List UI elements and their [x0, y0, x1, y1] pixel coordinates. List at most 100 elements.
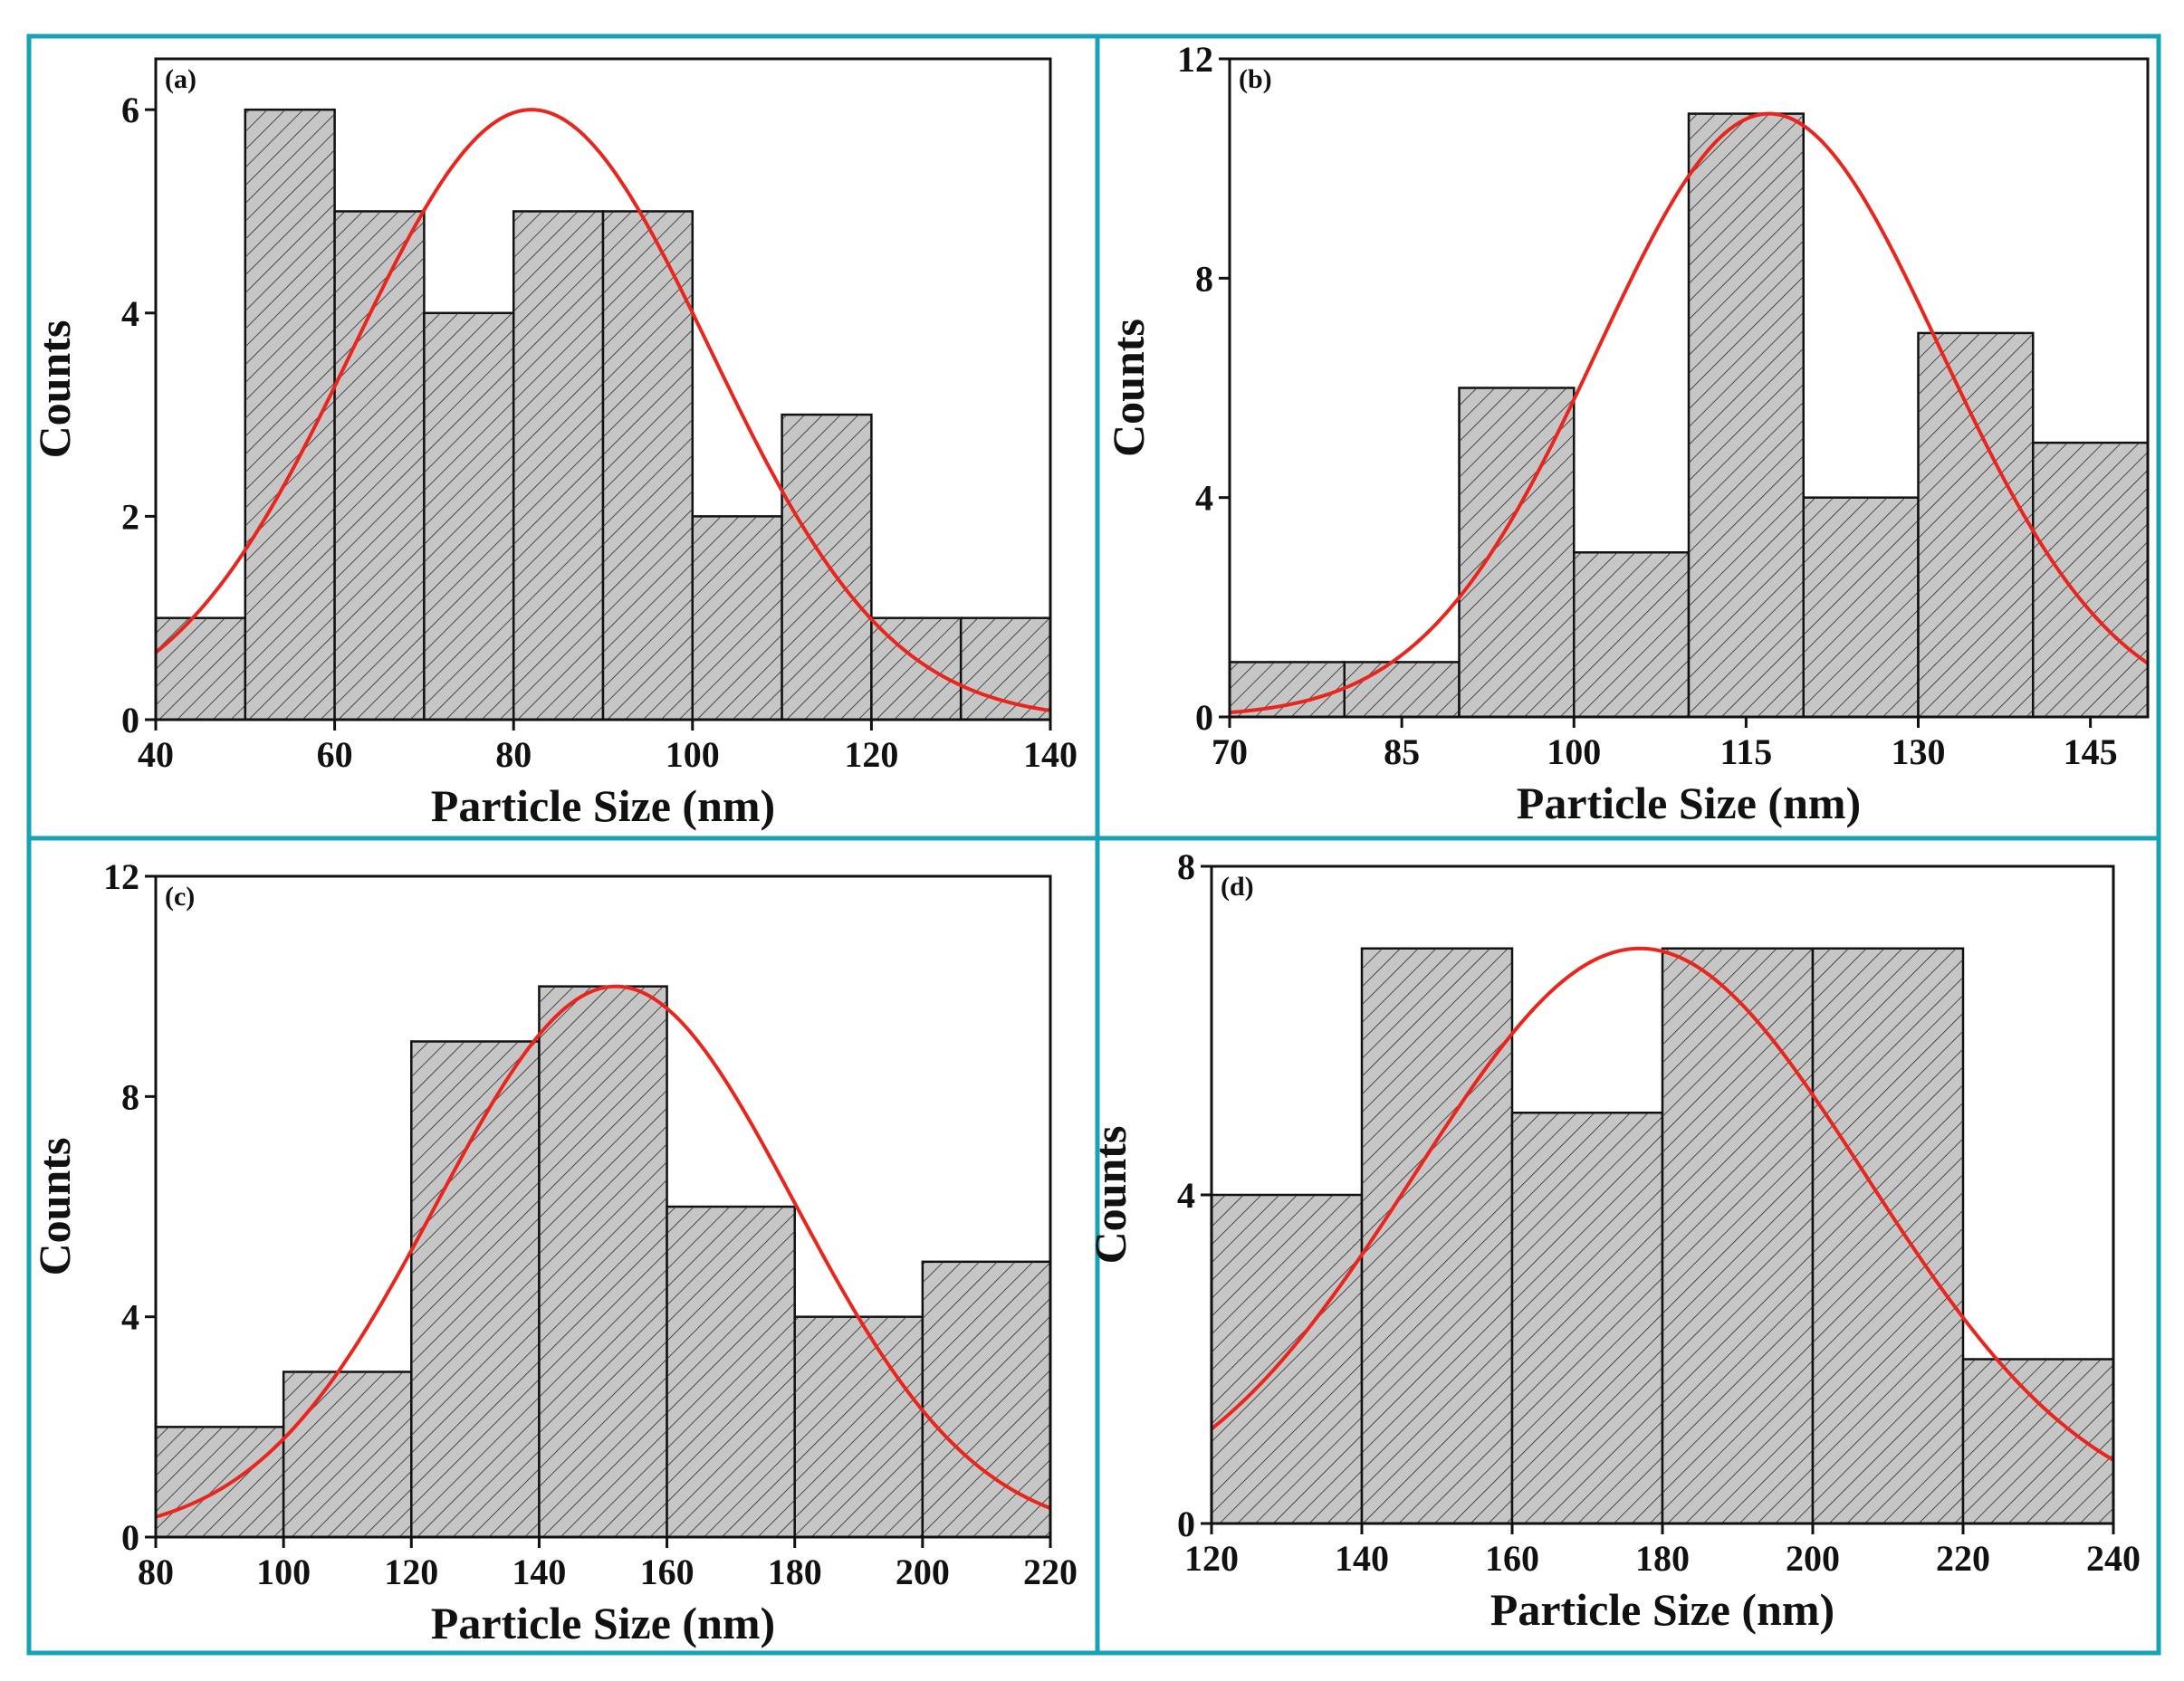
panel-c-x-tick-label-4: 140: [512, 1552, 566, 1592]
panel-c-bar-2-hatch: [283, 1371, 412, 1537]
panel-b-label: (b): [1239, 64, 1272, 94]
panel-a-x-tick-label-3: 80: [495, 734, 532, 775]
panel-c-y-tick-label-1: 0: [121, 1517, 139, 1558]
panel-c-bar-1-hatch: [156, 1427, 284, 1537]
panel-c-y-tick-label-4: 12: [103, 856, 139, 897]
panel-d: 120 140 160 180 200 220 240 0 4 8 (d) Particle Si…: [1085, 836, 2161, 1656]
panel-c-x-tick-label-3: 120: [384, 1552, 438, 1592]
panel-d-bars: [1210, 947, 2115, 1525]
panel-a-plot-area: [154, 57, 1052, 721]
panel-b-bars: [1228, 112, 2150, 719]
panel-d-gaussian-fit: [1210, 946, 2115, 1462]
panel-d-x-tick-label-5: 200: [1786, 1538, 1840, 1579]
panel-d-x-tick-label-6: 220: [1936, 1538, 1990, 1579]
panel-a-bar-10-hatch: [961, 617, 1050, 720]
panel-d-bar-6-hatch: [1963, 1359, 2113, 1523]
panel-c-bar-5-hatch: [666, 1207, 795, 1537]
panel-d-ticks: 120 140 160 180 200 220 240 0 4 8: [1177, 846, 2141, 1579]
panel-c-ticks: 80 100 120 140 160 180 200 220 0 4 8 12: [103, 856, 1078, 1592]
panel-a: 40 60 80 100 120 140 0 2 4 6 (a) Particle Size (n…: [26, 33, 1100, 841]
panel-a-bar-6-hatch: [603, 211, 693, 720]
panel-b-gaussian-fit: [1229, 111, 2150, 715]
panel-c-x-tick-label-1: 80: [138, 1552, 174, 1592]
panel-d-x-axis-label: Particle Size (nm): [1490, 1584, 1834, 1635]
panel-b-bar-5-hatch: [1689, 113, 1804, 718]
panel-b-x-tick-label-2: 85: [1384, 731, 1420, 772]
panel-a-x-tick-label-4: 100: [666, 734, 720, 775]
panel-a-y-tick-label-4: 6: [121, 90, 139, 130]
panel-c-x-tick-label-5: 160: [640, 1552, 694, 1592]
panel-b-bar-8-hatch: [2033, 443, 2148, 717]
panel-c-label: (c): [165, 882, 195, 912]
panel-c-bar-3-hatch: [411, 1041, 540, 1537]
panel-d-label: (d): [1221, 872, 1254, 902]
panel-c-y-tick-label-2: 4: [121, 1297, 139, 1338]
panel-b-x-tick-label-5: 130: [1892, 731, 1946, 772]
panel-c-bar-4-hatch: [539, 986, 667, 1537]
panel-d-bar-2-hatch: [1362, 948, 1512, 1523]
panel-c-bar-6-hatch: [794, 1316, 923, 1537]
panel-a-y-tick-label-2: 2: [121, 496, 139, 537]
panel-c-y-tick-label-3: 8: [121, 1076, 139, 1117]
panel-a-bar-7-hatch: [692, 516, 782, 720]
panel-b-bar-2-hatch: [1344, 662, 1460, 717]
panel-b-x-axis-label: Particle Size (nm): [1517, 778, 1861, 828]
panel-c-x-tick-label-7: 200: [896, 1552, 950, 1592]
panel-d-y-axis-label: Counts: [1085, 1126, 1135, 1265]
panel-b-y-axis-label: Counts: [1103, 319, 1154, 457]
panel-d-x-tick-label-7: 240: [2086, 1538, 2141, 1579]
panel-d-bar-1-hatch: [1212, 1195, 1362, 1523]
panel-a-label: (a): [165, 64, 196, 94]
panel-b-ticks: 70 85 100 115 130 145 0 4 8 12: [1177, 39, 2118, 772]
panel-a-x-tick-label-5: 120: [844, 734, 898, 775]
panel-a-x-tick-label-2: 60: [317, 734, 353, 775]
panel-d-x-tick-label-2: 140: [1335, 1538, 1389, 1579]
panel-b: 70 85 100 115 130 145 0 4 8 12 (b) Particle Size …: [1095, 33, 2161, 841]
panel-a-y-tick-label-3: 4: [121, 293, 139, 334]
panel-b-x-tick-label-6: 145: [2064, 731, 2118, 772]
panel-a-y-tick-label-1: 0: [121, 700, 139, 740]
panel-a-ticks: 40 60 80 100 120 140 0 2 4 6: [121, 90, 1078, 775]
panel-a-bar-5-hatch: [513, 211, 603, 720]
panel-d-x-tick-label-4: 180: [1635, 1538, 1690, 1579]
panel-b-bar-4-hatch: [1574, 552, 1689, 717]
panel-a-bar-3-hatch: [334, 211, 425, 720]
panel-c-x-axis-label: Particle Size (nm): [431, 1598, 775, 1648]
panel-d-x-tick-label-1: 120: [1184, 1538, 1239, 1579]
panel-c-x-tick-label-6: 180: [768, 1552, 822, 1592]
panel-a-gaussian-fit: [154, 108, 1051, 712]
panel-d-bar-5-hatch: [1813, 948, 1963, 1523]
panel-b-x-tick-label-1: 70: [1212, 731, 1248, 772]
panel-b-y-tick-label-2: 4: [1195, 478, 1213, 519]
panel-b-y-tick-label-3: 8: [1195, 258, 1213, 299]
panel-d-y-tick-label-2: 4: [1177, 1175, 1195, 1216]
panel-c-plot-area: [154, 874, 1052, 1539]
panel-d-y-tick-label-3: 8: [1177, 846, 1195, 887]
panel-c-bars: [154, 985, 1052, 1539]
panel-a-y-axis-label: Counts: [29, 320, 80, 459]
panel-b-plot-area: [1228, 57, 2150, 719]
panel-b-y-tick-label-4: 12: [1177, 39, 1213, 80]
panel-a-bar-4-hatch: [424, 312, 514, 720]
panel-a-x-tick-label-6: 140: [1023, 734, 1078, 775]
panel-d-bar-4-hatch: [1662, 948, 1813, 1523]
panel-b-x-tick-label-3: 100: [1547, 731, 1601, 772]
panel-c: 80 100 120 140 160 180 200 220 0 4 8 12 (c) Particl…: [26, 836, 1100, 1656]
panel-b-bar-1-hatch: [1230, 662, 1345, 717]
panel-a-bar-8-hatch: [781, 415, 872, 720]
panel-d-x-tick-label-3: 160: [1485, 1538, 1539, 1579]
panel-c-gaussian-fit: [155, 984, 1051, 1519]
panel-b-x-tick-label-4: 115: [1719, 731, 1772, 772]
panel-d-border: [1095, 836, 2161, 1656]
panel-c-bar-7-hatch: [922, 1261, 1050, 1537]
panel-b-bar-7-hatch: [1918, 332, 2034, 717]
panel-a-bar-1-hatch: [156, 617, 245, 720]
panel-b-y-tick-label-1: 0: [1195, 697, 1213, 738]
panel-c-y-axis-label: Counts: [29, 1138, 80, 1276]
panel-a-x-axis-label: Particle Size (nm): [431, 780, 775, 831]
panel-d-bar-3-hatch: [1512, 1113, 1662, 1523]
panel-a-bars: [154, 108, 1052, 721]
panel-d-y-tick-label-1: 0: [1177, 1504, 1195, 1544]
panel-c-x-tick-label-8: 220: [1023, 1552, 1078, 1592]
